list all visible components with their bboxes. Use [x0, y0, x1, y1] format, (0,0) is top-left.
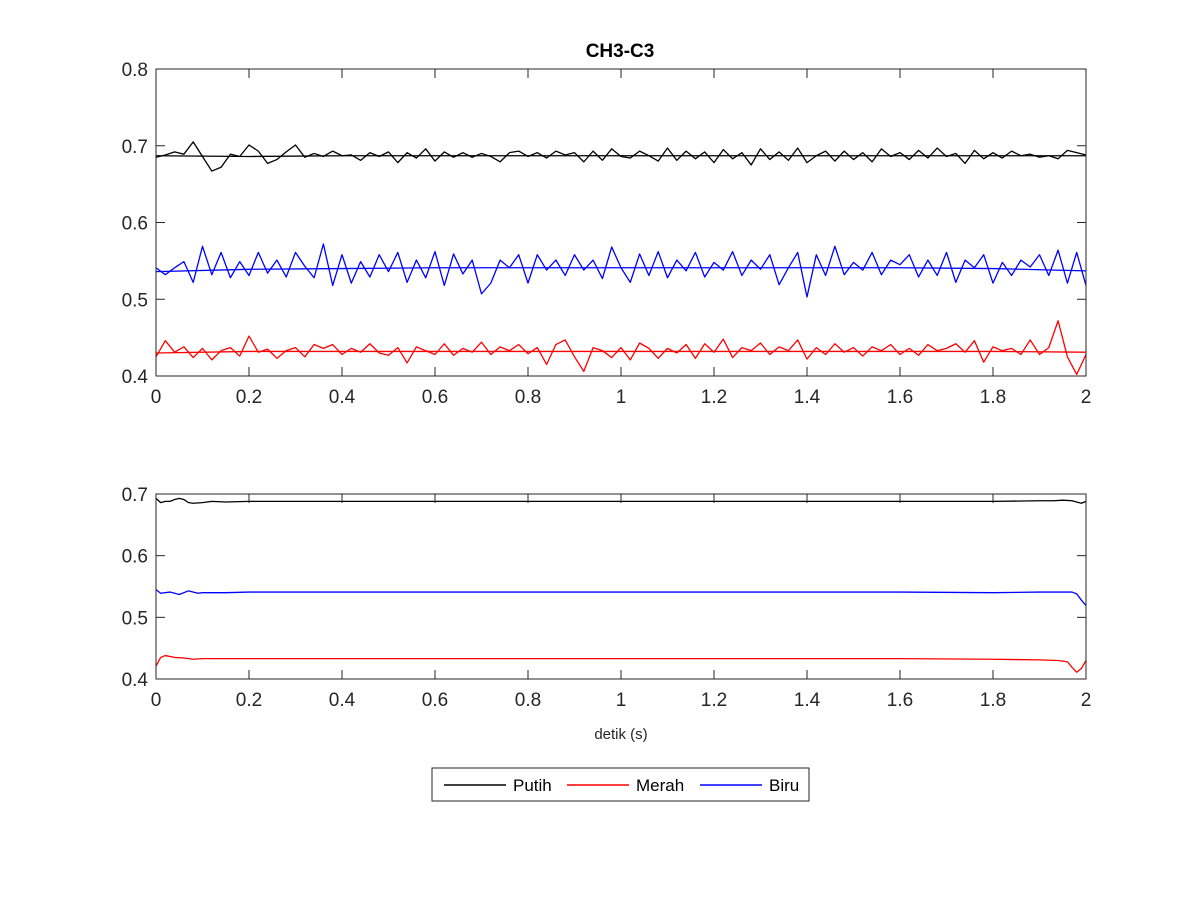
x-tick-label: 1.6	[887, 690, 913, 711]
y-tick-label: 0.8	[122, 60, 148, 81]
x-tick-label: 2	[1081, 387, 1092, 408]
legend-label-biru: Biru	[769, 776, 799, 795]
y-tick-label: 0.4	[122, 670, 149, 691]
subplot-top: CH3-C3 0 0.2 0.4 0.6 0.8 1 1.2 1.4 1.6 1.8 2 0.40.…	[122, 41, 1092, 408]
y-tick-label: 0.7	[122, 485, 148, 506]
plot-area-top	[155, 141, 1087, 376]
x-tick-label: 0	[151, 387, 162, 408]
x-tick-label: 0.8	[515, 690, 541, 711]
axes-box-bottom	[155, 493, 1087, 680]
legend-entry-putih: Putih	[444, 776, 552, 795]
x-tick-label: 0.8	[515, 387, 541, 408]
y-tick-label: 0.7	[122, 137, 148, 158]
chart-title: CH3-C3	[586, 41, 655, 62]
y-axis-bottom: 0.4 0.5 0.6 0.7	[122, 485, 1086, 691]
y-tick-label: 0.5	[122, 290, 148, 311]
plot-area-bottom	[155, 497, 1087, 673]
x-tick-label: 0.6	[422, 690, 448, 711]
series-line-biru	[155, 243, 1087, 298]
axes-box-top	[155, 68, 1087, 377]
y-tick-label: 0.6	[122, 547, 148, 568]
subplot-bottom: 0 0.2 0.4 0.6 0.8 1 1.2 1.4 1.6 1.8 2 0.4 0.5 0.6 0.7…	[122, 485, 1092, 743]
legend-label-putih: Putih	[513, 776, 552, 795]
legend-entry-merah: Merah	[567, 776, 684, 795]
legend: Putih Merah Biru	[431, 767, 810, 802]
legend-label-merah: Merah	[636, 776, 684, 795]
series-line-fit-4	[155, 350, 1087, 354]
series-line-merah	[155, 654, 1087, 673]
x-tick-label: 1	[616, 690, 627, 711]
series-line-putih	[155, 141, 1087, 172]
x-tick-label: 1.6	[887, 387, 913, 408]
series-line-biru	[155, 589, 1087, 607]
x-tick-label: 1	[616, 387, 627, 408]
y-tick-label: 0.5	[122, 608, 148, 629]
x-axis-top: 0 0.2 0.4 0.6 0.8 1 1.2 1.4 1.6 1.8 2	[151, 69, 1092, 408]
x-axis-label: detik (s)	[594, 726, 647, 743]
x-tick-label: 0.2	[236, 387, 262, 408]
x-tick-label: 0.2	[236, 690, 262, 711]
series-line-fit-5	[155, 267, 1087, 273]
y-tick-label: 0.4	[122, 367, 149, 388]
y-axis-top: 0.4 0.5 0.6 0.7 0.8	[122, 60, 1086, 388]
x-tick-label: 1.8	[980, 387, 1006, 408]
x-tick-label: 1.2	[701, 387, 727, 408]
series-line-merah	[155, 320, 1087, 376]
x-tick-label: 1.4	[794, 387, 821, 408]
x-tick-label: 0	[151, 690, 162, 711]
x-tick-label: 1.2	[701, 690, 727, 711]
x-tick-label: 1.4	[794, 690, 821, 711]
series-line-fit-3	[155, 155, 1086, 158]
x-tick-label: 2	[1081, 690, 1092, 711]
x-tick-label: 0.4	[329, 690, 356, 711]
x-tick-label: 0.4	[329, 387, 356, 408]
x-tick-label: 1.8	[980, 690, 1006, 711]
legend-entry-biru: Biru	[700, 776, 799, 795]
x-tick-label: 0.6	[422, 387, 448, 408]
y-tick-label: 0.6	[122, 214, 148, 235]
x-axis-bottom: 0 0.2 0.4 0.6 0.8 1 1.2 1.4 1.6 1.8 2	[151, 494, 1092, 711]
